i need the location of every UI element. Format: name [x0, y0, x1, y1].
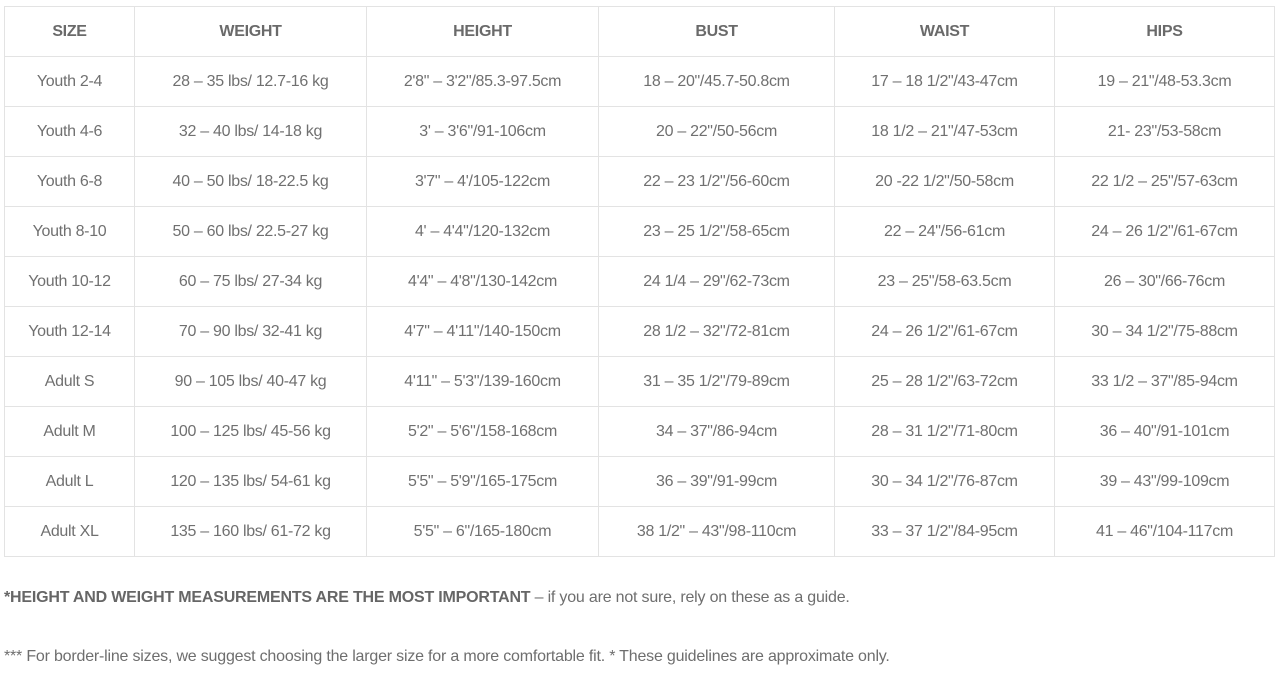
column-header-bust: BUST	[598, 6, 835, 57]
column-header-size: SIZE	[4, 6, 135, 57]
table-row: Youth 2-4 28 – 35 lbs/ 12.7-16 kg 2'8" – 3…	[4, 56, 1275, 107]
cell-height: 4'4" – 4'8"/130-142cm	[366, 256, 599, 307]
cell-weight: 90 – 105 lbs/ 40-47 kg	[134, 356, 367, 407]
cell-waist: 17 – 18 1/2"/43-47cm	[834, 56, 1055, 107]
cell-weight: 60 – 75 lbs/ 27-34 kg	[134, 256, 367, 307]
important-note-text: – if you are not sure, rely on these as …	[530, 589, 850, 606]
cell-waist: 25 – 28 1/2"/63-72cm	[834, 356, 1055, 407]
cell-size: Youth 10-12	[4, 256, 135, 307]
cell-bust: 36 – 39"/91-99cm	[598, 456, 835, 507]
table-row: Youth 12-14 70 – 90 lbs/ 32-41 kg 4'7" – 4…	[4, 306, 1275, 357]
cell-waist: 23 – 25"/58-63.5cm	[834, 256, 1055, 307]
cell-bust: 22 – 23 1/2"/56-60cm	[598, 156, 835, 207]
table-body: Youth 2-4 28 – 35 lbs/ 12.7-16 kg 2'8" – 3…	[4, 56, 1275, 557]
cell-hips: 41 – 46"/104-117cm	[1054, 506, 1275, 557]
cell-weight: 135 – 160 lbs/ 61-72 kg	[134, 506, 367, 557]
table-row: Youth 10-12 60 – 75 lbs/ 27-34 kg 4'4" – 4…	[4, 256, 1275, 307]
cell-size: Youth 6-8	[4, 156, 135, 207]
cell-size: Youth 4-6	[4, 106, 135, 157]
cell-height: 5'2" – 5'6"/158-168cm	[366, 406, 599, 457]
cell-bust: 31 – 35 1/2"/79-89cm	[598, 356, 835, 407]
cell-bust: 18 – 20"/45.7-50.8cm	[598, 56, 835, 107]
cell-weight: 28 – 35 lbs/ 12.7-16 kg	[134, 56, 367, 107]
cell-height: 3'7" – 4'/105-122cm	[366, 156, 599, 207]
cell-bust: 34 – 37"/86-94cm	[598, 406, 835, 457]
cell-hips: 26 – 30"/66-76cm	[1054, 256, 1275, 307]
cell-height: 4' – 4'4"/120-132cm	[366, 206, 599, 257]
cell-bust: 20 – 22"/50-56cm	[598, 106, 835, 157]
table-row: Youth 8-10 50 – 60 lbs/ 22.5-27 kg 4' – 4'…	[4, 206, 1275, 257]
cell-height: 4'7" – 4'11"/140-150cm	[366, 306, 599, 357]
cell-height: 4'11" – 5'3"/139-160cm	[366, 356, 599, 407]
table-row: Adult L 120 – 135 lbs/ 54-61 kg 5'5" – 5'9…	[4, 456, 1275, 507]
cell-height: 2'8" – 3'2"/85.3-97.5cm	[366, 56, 599, 107]
cell-size: Adult XL	[4, 506, 135, 557]
cell-waist: 28 – 31 1/2"/71-80cm	[834, 406, 1055, 457]
cell-hips: 33 1/2 – 37"/85-94cm	[1054, 356, 1275, 407]
table-row: Adult S 90 – 105 lbs/ 40-47 kg 4'11" – 5'3…	[4, 356, 1275, 407]
cell-waist: 20 -22 1/2"/50-58cm	[834, 156, 1055, 207]
column-header-weight: WEIGHT	[134, 6, 367, 57]
cell-weight: 40 – 50 lbs/ 18-22.5 kg	[134, 156, 367, 207]
table-row: Adult XL 135 – 160 lbs/ 61-72 kg 5'5" – 6"…	[4, 506, 1275, 557]
cell-hips: 24 – 26 1/2"/61-67cm	[1054, 206, 1275, 257]
column-header-hips: HIPS	[1054, 6, 1275, 57]
cell-bust: 23 – 25 1/2"/58-65cm	[598, 206, 835, 257]
cell-waist: 22 – 24"/56-61cm	[834, 206, 1055, 257]
cell-waist: 30 – 34 1/2"/76-87cm	[834, 456, 1055, 507]
cell-weight: 120 – 135 lbs/ 54-61 kg	[134, 456, 367, 507]
cell-hips: 30 – 34 1/2"/75-88cm	[1054, 306, 1275, 357]
cell-bust: 28 1/2 – 32"/72-81cm	[598, 306, 835, 357]
cell-weight: 70 – 90 lbs/ 32-41 kg	[134, 306, 367, 357]
size-chart-table: SIZE WEIGHT HEIGHT BUST WAIST HIPS Youth 2-4 2…	[4, 6, 1275, 557]
table-row: Youth 6-8 40 – 50 lbs/ 18-22.5 kg 3'7" – 4…	[4, 156, 1275, 207]
important-note: *HEIGHT AND WEIGHT MEASUREMENTS ARE THE …	[4, 589, 850, 607]
cell-waist: 33 – 37 1/2"/84-95cm	[834, 506, 1055, 557]
cell-weight: 32 – 40 lbs/ 14-18 kg	[134, 106, 367, 157]
cell-height: 5'5" – 6"/165-180cm	[366, 506, 599, 557]
column-header-height: HEIGHT	[366, 6, 599, 57]
table-row: Youth 4-6 32 – 40 lbs/ 14-18 kg 3' – 3'6"/…	[4, 106, 1275, 157]
cell-hips: 36 – 40"/91-101cm	[1054, 406, 1275, 457]
cell-size: Youth 8-10	[4, 206, 135, 257]
cell-hips: 21- 23"/53-58cm	[1054, 106, 1275, 157]
cell-bust: 38 1/2" – 43"/98-110cm	[598, 506, 835, 557]
column-header-waist: WAIST	[834, 6, 1055, 57]
cell-hips: 19 – 21"/48-53.3cm	[1054, 56, 1275, 107]
cell-bust: 24 1/4 – 29"/62-73cm	[598, 256, 835, 307]
cell-size: Adult L	[4, 456, 135, 507]
cell-weight: 100 – 125 lbs/ 45-56 kg	[134, 406, 367, 457]
cell-hips: 39 – 43"/99-109cm	[1054, 456, 1275, 507]
important-note-bold: *HEIGHT AND WEIGHT MEASUREMENTS ARE THE …	[4, 589, 531, 606]
cell-height: 5'5" – 5'9"/165-175cm	[366, 456, 599, 507]
cell-hips: 22 1/2 – 25"/57-63cm	[1054, 156, 1275, 207]
cell-size: Adult M	[4, 406, 135, 457]
cell-height: 3' – 3'6"/91-106cm	[366, 106, 599, 157]
borderline-note: *** For border-line sizes, we suggest ch…	[4, 648, 890, 665]
cell-weight: 50 – 60 lbs/ 22.5-27 kg	[134, 206, 367, 257]
table-header-row: SIZE WEIGHT HEIGHT BUST WAIST HIPS	[4, 6, 1275, 57]
cell-waist: 24 – 26 1/2"/61-67cm	[834, 306, 1055, 357]
cell-size: Youth 12-14	[4, 306, 135, 357]
cell-size: Adult S	[4, 356, 135, 407]
cell-size: Youth 2-4	[4, 56, 135, 107]
table-row: Adult M 100 – 125 lbs/ 45-56 kg 5'2" – 5'6…	[4, 406, 1275, 457]
cell-waist: 18 1/2 – 21"/47-53cm	[834, 106, 1055, 157]
